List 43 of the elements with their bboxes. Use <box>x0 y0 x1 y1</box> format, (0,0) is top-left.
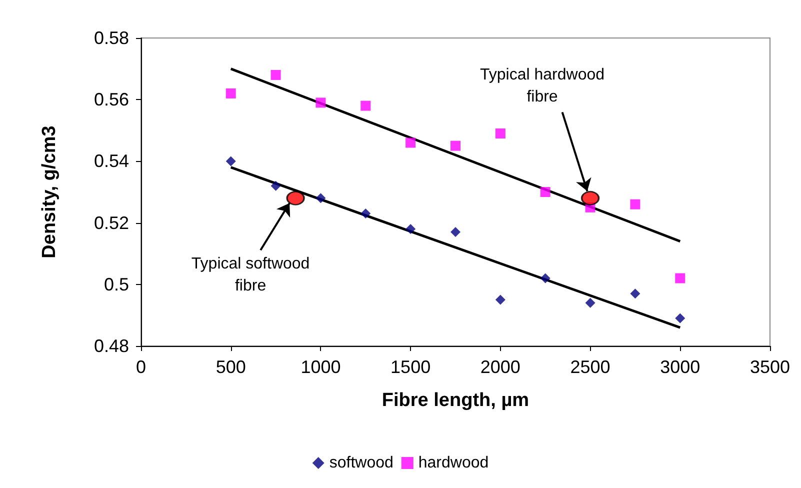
annotation: Typical softwood fibre <box>191 256 310 295</box>
annotation: Typical hardwood fibre <box>480 66 605 106</box>
point <box>450 227 460 238</box>
y-tick-label: 0.48 <box>94 336 129 356</box>
point <box>581 190 600 206</box>
x-tick-label: 3000 <box>660 357 700 377</box>
legend-label: hardwood <box>418 454 489 472</box>
y-axis-title: Density, g/cm3 <box>39 126 60 258</box>
point <box>450 140 460 151</box>
point <box>585 298 596 308</box>
point <box>226 88 236 98</box>
legend-label: softwood <box>329 454 394 472</box>
point <box>495 128 506 138</box>
point <box>270 70 281 80</box>
y-tick-label: 0.54 <box>94 151 129 172</box>
point <box>540 187 550 197</box>
y-tick-label: 0.5 <box>104 274 129 294</box>
point <box>630 199 640 210</box>
point <box>226 156 236 166</box>
point <box>540 273 550 284</box>
x-tick-label: 1000 <box>300 357 341 377</box>
point <box>406 224 416 234</box>
x-tick-label: 2500 <box>570 357 610 377</box>
point <box>675 313 686 324</box>
point <box>286 190 305 206</box>
point <box>270 180 281 191</box>
point <box>495 294 506 305</box>
point <box>316 98 326 108</box>
x-tick-label: 0 <box>136 357 146 377</box>
y-tick-label: 0.52 <box>94 212 129 233</box>
y-tick-label: 0.56 <box>94 90 129 110</box>
x-tick-label: 2000 <box>480 357 520 377</box>
point <box>360 208 371 219</box>
point <box>360 100 371 111</box>
x-tick-label: 3500 <box>750 357 790 377</box>
point <box>406 138 416 148</box>
point <box>316 193 326 204</box>
point <box>675 273 686 284</box>
x-tick-label: 500 <box>216 357 246 377</box>
point <box>630 288 640 299</box>
y-tick-label: 0.58 <box>94 28 129 48</box>
x-tick-label: 1500 <box>390 357 431 377</box>
x-axis-title: Fibre length, µm <box>382 390 530 411</box>
